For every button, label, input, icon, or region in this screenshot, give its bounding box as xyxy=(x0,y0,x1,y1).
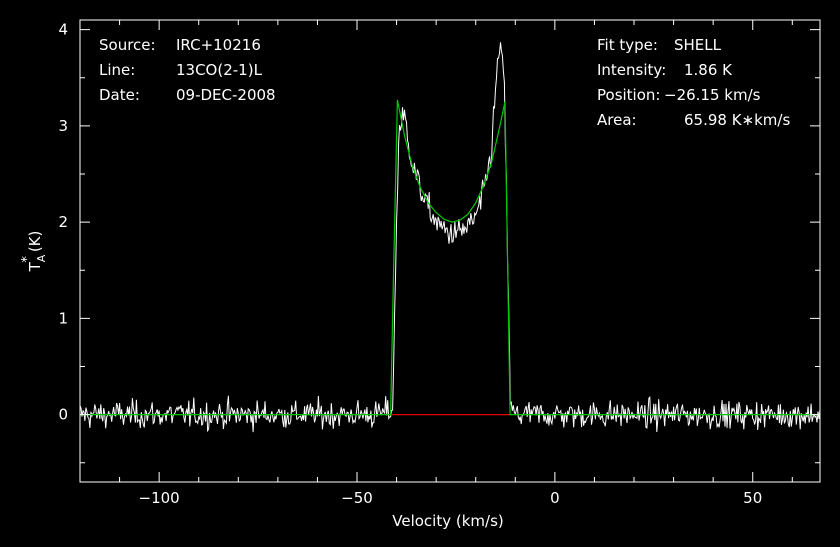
y-axis-ticks: 0 1 2 3 4 xyxy=(58,21,820,464)
y-axis-label-main: T xyxy=(26,261,44,272)
source-label: Source: xyxy=(99,36,156,54)
svg-text:TA*(K): TA* (K) xyxy=(20,231,48,273)
y-axis-label: TA* (K) xyxy=(20,231,48,273)
y-tick-label: 1 xyxy=(58,309,68,327)
x-tick-label: −50 xyxy=(341,489,373,507)
y-axis-label-sub: A xyxy=(35,254,48,262)
line-value: 13CO(2-1)L xyxy=(176,61,263,79)
fit-type-label: Fit type: xyxy=(597,36,658,54)
source-value: IRC+10216 xyxy=(176,36,261,54)
x-tick-label: −100 xyxy=(139,489,180,507)
x-tick-label: 50 xyxy=(743,489,762,507)
fit-position-label: Position: xyxy=(597,86,660,104)
fit-area-label: Area: xyxy=(597,111,637,129)
shell-fit-line xyxy=(80,99,820,416)
y-tick-label: 0 xyxy=(58,406,68,424)
fit-annotation: Fit type: SHELL Intensity: 1.86 K Positi… xyxy=(597,36,790,129)
x-tick-label: 0 xyxy=(550,489,560,507)
plot-frame xyxy=(79,19,821,483)
date-value: 09-DEC-2008 xyxy=(176,86,276,104)
y-axis-label-unit: (K) xyxy=(26,231,44,253)
line-label: Line: xyxy=(99,61,135,79)
fit-area-value: 65.98 K∗km/s xyxy=(684,111,790,129)
y-axis-label-sup: * xyxy=(20,256,35,263)
fit-intensity-label: Intensity: xyxy=(597,61,666,79)
x-axis-ticks: −100 −50 0 50 xyxy=(79,20,793,507)
date-label: Date: xyxy=(99,86,140,104)
header-annotation: Source: IRC+10216 Line: 13CO(2-1)L Date:… xyxy=(99,36,276,104)
chart-marks xyxy=(79,42,821,433)
fit-type-value: SHELL xyxy=(674,36,722,54)
y-tick-label: 3 xyxy=(58,117,68,135)
fit-position-value: −26.15 km/s xyxy=(664,86,761,104)
fit-intensity-value: 1.86 K xyxy=(684,61,733,79)
x-axis-label: Velocity (km/s) xyxy=(392,512,503,530)
y-tick-label: 4 xyxy=(58,21,68,39)
y-tick-label: 2 xyxy=(58,213,68,231)
